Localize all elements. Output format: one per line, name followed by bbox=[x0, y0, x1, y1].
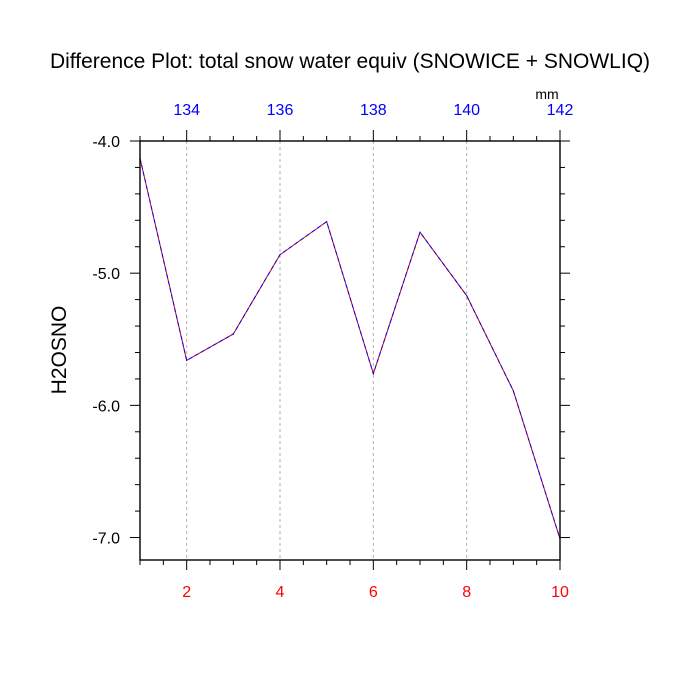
bottom-tick-label-8: 8 bbox=[462, 584, 471, 601]
bottom-tick-label-4: 4 bbox=[276, 584, 285, 601]
units-label: mm bbox=[535, 86, 558, 102]
tick-labels: 2 4 6 8 10 134 136 138 140 142 -4.0 -5.0 -6.0 -7.0 bbox=[92, 102, 573, 601]
bottom-tick-label-6: 6 bbox=[369, 584, 378, 601]
data-point-8 bbox=[466, 295, 468, 297]
bottom-tick-label-2: 2 bbox=[182, 584, 191, 601]
top-tick-label-140: 140 bbox=[453, 102, 480, 119]
top-tick-label-134: 134 bbox=[173, 102, 200, 119]
y-tick-label--5.0: -5.0 bbox=[92, 266, 120, 283]
grid-lines bbox=[186, 141, 468, 560]
series-line-dashed bbox=[139, 158, 561, 540]
top-tick-label-142: 142 bbox=[547, 102, 574, 119]
data-point-6 bbox=[372, 373, 374, 375]
series-line bbox=[139, 157, 561, 540]
bottom-tick-label-10: 10 bbox=[551, 584, 569, 601]
data-point-9 bbox=[512, 390, 514, 392]
y-tick-label--7.0: -7.0 bbox=[92, 531, 120, 548]
data-point-4 bbox=[279, 254, 281, 256]
data-point-2 bbox=[186, 359, 188, 362]
y-tick-label--4.0: -4.0 bbox=[92, 134, 120, 151]
y-tick-label--6.0: -6.0 bbox=[92, 398, 120, 415]
top-tick-label-138: 138 bbox=[360, 102, 387, 119]
data-point-7 bbox=[419, 231, 421, 233]
series-line-underlay bbox=[139, 158, 561, 540]
plot-frame bbox=[139, 140, 561, 561]
top-tick-label-136: 136 bbox=[267, 102, 294, 119]
y-axis-label: H2OSNO bbox=[48, 306, 71, 395]
chart-title: Difference Plot: total snow water equiv … bbox=[50, 50, 650, 73]
data-point-5 bbox=[326, 221, 328, 223]
axis-ticks bbox=[130, 130, 570, 570]
data-point-3 bbox=[232, 333, 234, 335]
